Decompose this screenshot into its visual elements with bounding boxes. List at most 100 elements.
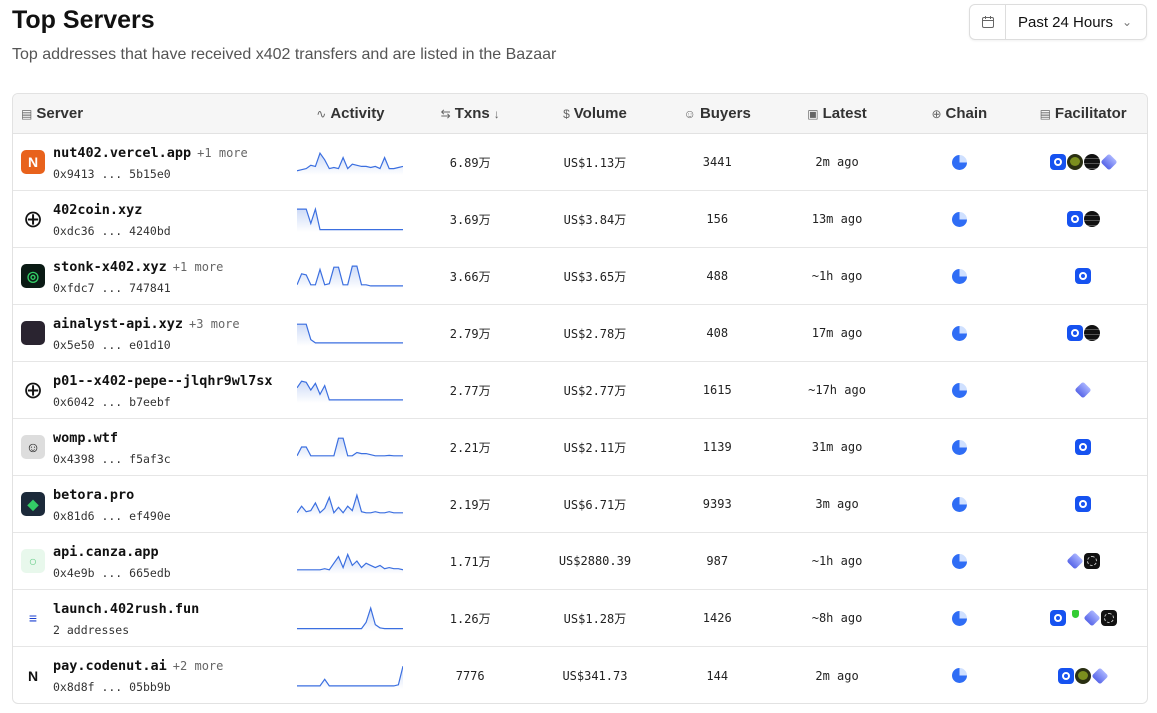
table-row[interactable]: N nut402.vercel.app +1 more 0x9413 ... 5b… — [13, 134, 1147, 191]
base-chain-icon[interactable] — [951, 382, 967, 398]
facilitator-coinbase-icon[interactable] — [1066, 211, 1083, 227]
facilitator-coinbase-icon[interactable] — [1049, 610, 1066, 626]
betora-logo: ◆ — [21, 492, 45, 516]
server-address[interactable]: 0x9413 ... 5b15e0 — [53, 166, 171, 181]
time-range-select[interactable]: Past 24 Hours ⌄ — [969, 4, 1147, 40]
txns-value: 6.89万 — [449, 155, 491, 170]
facilitator-layers-icon[interactable] — [1100, 153, 1118, 171]
facilitator-layers-icon[interactable] — [1066, 552, 1084, 570]
server-name[interactable]: betora.pro — [53, 486, 135, 503]
sparkline-area — [297, 665, 404, 689]
server-address[interactable]: 0x81d6 ... ef490e — [53, 508, 171, 523]
more-badge[interactable]: +2 more — [172, 659, 224, 673]
activity-icon: ∿ — [316, 106, 327, 121]
server-name[interactable]: nut402.vercel.app — [53, 144, 192, 161]
server-name[interactable]: womp.wtf — [53, 429, 119, 446]
server-name[interactable]: 402coin.xyz — [53, 201, 143, 218]
col-latest[interactable]: ▣ Latest — [807, 105, 867, 122]
facilitator-coinbase-icon[interactable] — [1066, 325, 1083, 341]
more-badge[interactable]: +1 more — [172, 259, 224, 274]
table-row[interactable]: ⊕ p01--x402-pepe--jlqhr9wl7sx 0x6042 ...… — [13, 362, 1147, 419]
facilitator-coinbase-icon[interactable] — [1058, 667, 1075, 684]
base-chain-icon[interactable] — [951, 325, 967, 341]
base-chain-icon[interactable] — [951, 268, 967, 284]
facilitator-black-icon[interactable] — [1083, 211, 1100, 227]
server-address[interactable]: 0x6042 ... b7eebf — [53, 394, 171, 409]
base-chain-icon[interactable] — [951, 211, 967, 227]
txns-value: 7776 — [455, 668, 485, 683]
table-row[interactable]: ☺ womp.wtf 0x4398 ... f5af3c 2.21万 US$2.… — [13, 419, 1147, 476]
base-chain-icon[interactable] — [951, 553, 967, 569]
canza-logo: ○ — [21, 549, 45, 573]
facilitator-layers-icon[interactable] — [1091, 667, 1109, 684]
table-header: ▤ Server ∿ Activity ⇆ Txns ↓ $ Volume ☺ Buyers… — [13, 94, 1147, 134]
server-name[interactable]: p01--x402-pepe--jlqhr9wl7sx — [53, 372, 273, 389]
server-name[interactable]: pay.codenut.ai — [53, 658, 167, 674]
base-chain-icon[interactable] — [951, 496, 967, 512]
more-badge[interactable]: +3 more — [189, 316, 240, 331]
col-volume[interactable]: $ Volume — [563, 105, 627, 122]
facilitator-cell — [1019, 325, 1147, 341]
buyers-value: 488 — [706, 269, 729, 283]
table-row[interactable]: ◆ betora.pro 0x81d6 ... ef490e 2.19万 US$… — [13, 476, 1147, 533]
buyers-value: 156 — [706, 212, 729, 226]
server-address[interactable]: 0xfdc7 ... 747841 — [53, 280, 171, 295]
server-address[interactable]: 0x8d8f ... 05bb9b — [53, 680, 171, 694]
col-buyers[interactable]: ☺ Buyers — [683, 105, 751, 122]
col-server[interactable]: ▤ Server — [21, 105, 84, 122]
col-chain[interactable]: ⊕ Chain — [931, 105, 988, 122]
facilitator-black-icon[interactable] — [1083, 154, 1100, 170]
chain-cell — [899, 439, 1019, 455]
col-facilitator[interactable]: ▤ Facilitator — [1039, 105, 1127, 122]
table-row[interactable]: ◎ stonk-x402.xyz +1 more 0xfdc7 ... 74784… — [13, 248, 1147, 305]
table-row[interactable]: ○ api.canza.app 0x4e9b ... 665edb 1.71万 … — [13, 533, 1147, 590]
col-txns[interactable]: ⇆ Txns ↓ — [440, 105, 500, 122]
facilitator-meyens-icon[interactable] — [1066, 610, 1083, 626]
server-name[interactable]: ainalyst-api.xyz — [53, 315, 184, 332]
more-badge[interactable]: +1 more — [197, 145, 248, 160]
server-address[interactable]: 0x5e50 ... e01d10 — [53, 337, 171, 352]
table-row[interactable]: N pay.codenut.ai +2 more 0x8d8f ... 05bb9… — [13, 647, 1147, 703]
facilitator-coinbase-icon[interactable] — [1049, 154, 1066, 170]
sparkline-line — [297, 151, 404, 172]
base-chain-icon[interactable] — [951, 610, 967, 626]
sparkline-line — [297, 265, 404, 287]
facilitator-cell — [1019, 609, 1147, 627]
buyers-value: 987 — [706, 554, 729, 568]
facilitator-coinbase-icon[interactable] — [1075, 439, 1092, 455]
facilitator-thirdweb-icon[interactable] — [1100, 610, 1117, 626]
facilitator-green-icon[interactable] — [1075, 667, 1092, 684]
facilitator-layers-icon[interactable] — [1083, 609, 1101, 627]
table-row[interactable]: ainalyst-api.xyz +3 more 0x5e50 ... e01d1… — [13, 305, 1147, 362]
sparkline-line — [297, 437, 404, 457]
facilitator-coinbase-icon[interactable] — [1075, 268, 1092, 284]
users-icon: ☺ — [683, 106, 696, 121]
sparkline-line — [297, 493, 404, 515]
txns-value: 2.19万 — [449, 497, 491, 512]
volume-value: US$2.77万 — [563, 383, 627, 398]
txns-value: 3.69万 — [449, 212, 491, 227]
402rush-logo: ≡ — [21, 606, 45, 630]
base-chain-icon[interactable] — [951, 439, 967, 455]
facilitator-layers-icon[interactable] — [1074, 381, 1092, 399]
facilitator-thirdweb-icon[interactable] — [1083, 553, 1100, 569]
server-name[interactable]: api.canza.app — [53, 543, 159, 560]
server-address[interactable]: 0xdc36 ... 4240bd — [53, 223, 171, 238]
facilitator-cell — [1019, 667, 1147, 684]
server-cell: N pay.codenut.ai +2 more 0x8d8f ... 05bb9… — [13, 657, 291, 694]
volume-value: US$2.11万 — [563, 440, 627, 455]
facilitator-black-icon[interactable] — [1083, 325, 1100, 341]
facilitator-green-icon[interactable] — [1066, 154, 1083, 170]
table-row[interactable]: ⊕ 402coin.xyz 0xdc36 ... 4240bd 3.69万 US… — [13, 191, 1147, 248]
server-address[interactable]: 0x4398 ... f5af3c — [53, 451, 171, 466]
server-address[interactable]: 2 addresses — [53, 622, 130, 637]
base-chain-icon[interactable] — [951, 154, 967, 170]
facilitator-coinbase-icon[interactable] — [1075, 496, 1092, 512]
base-chain-icon[interactable] — [951, 668, 967, 683]
server-name[interactable]: launch.402rush.fun — [53, 600, 200, 617]
server-address[interactable]: 0x4e9b ... 665edb — [53, 565, 171, 580]
facilitator-cell — [1019, 552, 1147, 570]
server-name[interactable]: stonk-x402.xyz — [53, 258, 167, 275]
col-activity[interactable]: ∿ Activity — [316, 105, 385, 122]
table-row[interactable]: ≡ launch.402rush.fun 2 addresses 1.26万 U… — [13, 590, 1147, 647]
